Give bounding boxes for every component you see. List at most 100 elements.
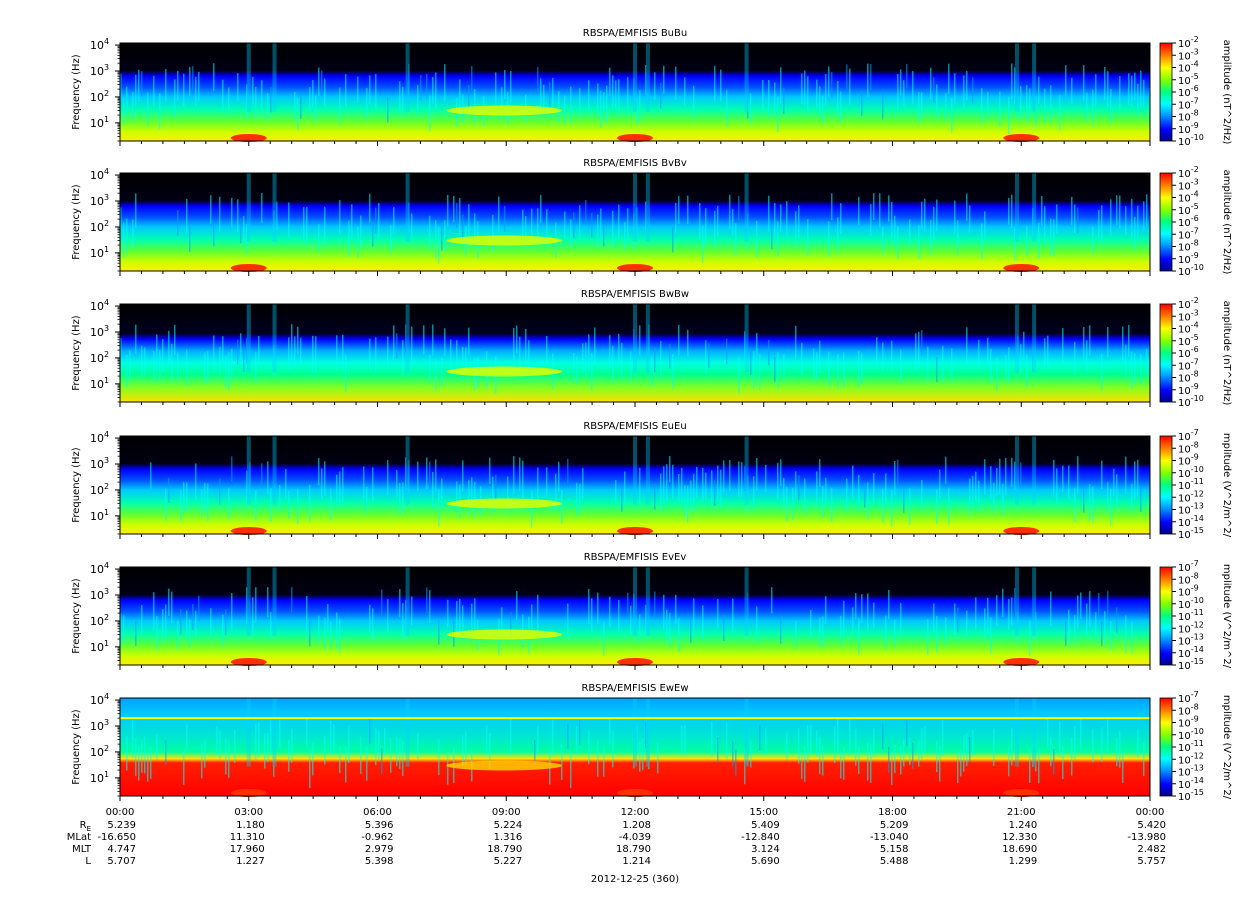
ephemeris-value: -13.980: [1127, 832, 1166, 843]
x-tick-label: 00:00: [1136, 807, 1165, 818]
y-tick-label: 103: [90, 456, 109, 471]
colorbar-tick-label: 10-5: [1178, 202, 1199, 217]
y-axis-label: Frequency (Hz): [71, 709, 82, 785]
y-tick-label: 104: [90, 561, 109, 576]
y-tick-label: 101: [90, 770, 109, 785]
colorbar-tick-label: 10-14: [1178, 514, 1204, 529]
y-tick-label: 101: [90, 115, 109, 130]
ephemeris-value: 1.214: [622, 856, 651, 867]
colorbar-tick-label: 10-15: [1178, 526, 1204, 541]
colorbar-tick-label: 10-8: [1178, 571, 1199, 586]
y-tick-label: 103: [90, 63, 109, 78]
colorbar-tick-label: 10-10: [1178, 394, 1204, 409]
ephemeris-value: 5.707: [107, 856, 136, 867]
colorbar-tick-label: 10-4: [1178, 60, 1199, 75]
spectrogram-texture: [150, 436, 1142, 528]
colorbar-tick-label: 10-7: [1178, 357, 1199, 372]
ephemeris-value: 5.690: [751, 856, 780, 867]
colorbar-tick-label: 10-7: [1178, 690, 1199, 705]
ephemeris-value: 1.227: [236, 856, 265, 867]
colorbar-tick-label: 10-12: [1178, 620, 1204, 635]
chorus-band: [446, 235, 563, 246]
spectrogram-panel: RBSPA/EMFISIS EuEu 101 102 103 104 Frequency …: [71, 421, 1232, 541]
ephemeris-value: 5.420: [1137, 820, 1166, 831]
y-tick-label: 102: [90, 219, 109, 234]
spectrogram-panel: RBSPA/EMFISIS BvBv 101 102 103 104 Frequency …: [71, 158, 1232, 278]
spectrogram-texture: [120, 567, 1133, 657]
y-axis-label: Frequency (Hz): [71, 315, 82, 391]
ephemeris-value: -13.040: [870, 832, 909, 843]
colorbar-tick-label: 10-13: [1178, 633, 1204, 648]
colorbar-tick-label: 10-2: [1178, 165, 1199, 180]
x-tick-label: 15:00: [749, 807, 778, 818]
ephemeris-value: 5.409: [751, 820, 780, 831]
colorbar-tick-label: 10-8: [1178, 239, 1199, 254]
colorbar: [1159, 566, 1173, 666]
low-frequency-enhancement: [617, 527, 653, 535]
ephemeris-value: 18.790: [616, 844, 651, 855]
date-label: 2012-12-25 (360): [591, 874, 679, 885]
colorbar-tick-label: 10-7: [1178, 226, 1199, 241]
colorbar-tick-label: 10-7: [1178, 428, 1199, 443]
colorbar-tick-label: 10-8: [1178, 109, 1199, 124]
colorbar-tick-label: 10-15: [1178, 657, 1204, 672]
ephemeris-value: 5.488: [880, 856, 909, 867]
ephemeris-value: 1.208: [622, 820, 651, 831]
y-tick-label: 103: [90, 587, 109, 602]
colorbar: [1159, 303, 1173, 403]
ephemeris-row-label: RE: [80, 820, 91, 833]
ephemeris-value: 5.757: [1137, 856, 1166, 867]
y-tick-label: 102: [90, 89, 109, 104]
y-tick-label: 102: [90, 744, 109, 759]
x-tick-label: 12:00: [621, 807, 650, 818]
low-frequency-enhancement: [617, 264, 653, 272]
panel-title: RBSPA/EMFISIS BvBv: [583, 158, 687, 169]
y-tick-label: 104: [90, 692, 109, 707]
y-tick-label: 101: [90, 508, 109, 523]
y-tick-label: 101: [90, 245, 109, 260]
panel-title: RBSPA/EMFISIS EvEv: [584, 552, 687, 563]
colorbar-label: amplitude (nT^2/Hz): [1221, 170, 1232, 275]
colorbar-tick-label: 10-9: [1178, 251, 1199, 266]
ephemeris-value: -4.039: [619, 832, 651, 843]
colorbar-tick-label: 10-6: [1178, 345, 1199, 360]
y-axis-label: Frequency (Hz): [71, 54, 82, 130]
colorbar: [1159, 172, 1173, 272]
low-frequency-enhancement: [617, 789, 653, 797]
ephemeris-value: -16.650: [97, 832, 136, 843]
colorbar-tick-label: 10-15: [1178, 788, 1204, 803]
ephemeris-value: 4.747: [107, 844, 136, 855]
colorbar-tick-label: 10-14: [1178, 776, 1204, 791]
y-axis-label: Frequency (Hz): [71, 184, 82, 260]
ephemeris-value: -0.962: [361, 832, 393, 843]
x-tick-label: 06:00: [363, 807, 392, 818]
colorbar-label: amplitude (nT^2/Hz): [1221, 40, 1232, 145]
low-frequency-enhancement: [1003, 264, 1040, 272]
ephemeris-row-label: MLat: [67, 832, 91, 843]
colorbar: [1159, 697, 1173, 797]
chorus-band: [446, 366, 563, 377]
colorbar-tick-label: 10-11: [1178, 477, 1204, 492]
colorbar-tick-label: 10-10: [1178, 263, 1204, 278]
ephemeris-value: 5.398: [365, 856, 394, 867]
colorbar-tick-label: 10-8: [1178, 370, 1199, 385]
spectrogram-texture: [126, 698, 1145, 789]
ephemeris-value: -12.840: [741, 832, 780, 843]
ephemeris-table: RE 5.239 1.180 5.396 5.224 1.208 5.409 5.209 1.2…: [67, 820, 1166, 885]
ephemeris-value: 5.396: [365, 820, 394, 831]
colorbar-tick-label: 10-8: [1178, 440, 1199, 455]
spectrogram-image: [120, 567, 1150, 665]
low-frequency-enhancement: [1003, 527, 1040, 535]
ephemeris-value: 11.310: [230, 832, 265, 843]
spectrogram-image: [120, 173, 1150, 271]
ephemeris-value: 5.224: [494, 820, 523, 831]
y-tick-label: 104: [90, 167, 109, 182]
spectrogram-texture: [120, 173, 1151, 264]
colorbar-tick-label: 10-10: [1178, 465, 1204, 480]
colorbar-tick-label: 10-9: [1178, 453, 1199, 468]
colorbar-tick-label: 10-10: [1178, 596, 1204, 611]
chorus-band: [446, 105, 563, 116]
ephemeris-row-label: MLT: [72, 844, 92, 855]
chorus-band: [446, 498, 563, 509]
ephemeris-value: 17.960: [230, 844, 265, 855]
